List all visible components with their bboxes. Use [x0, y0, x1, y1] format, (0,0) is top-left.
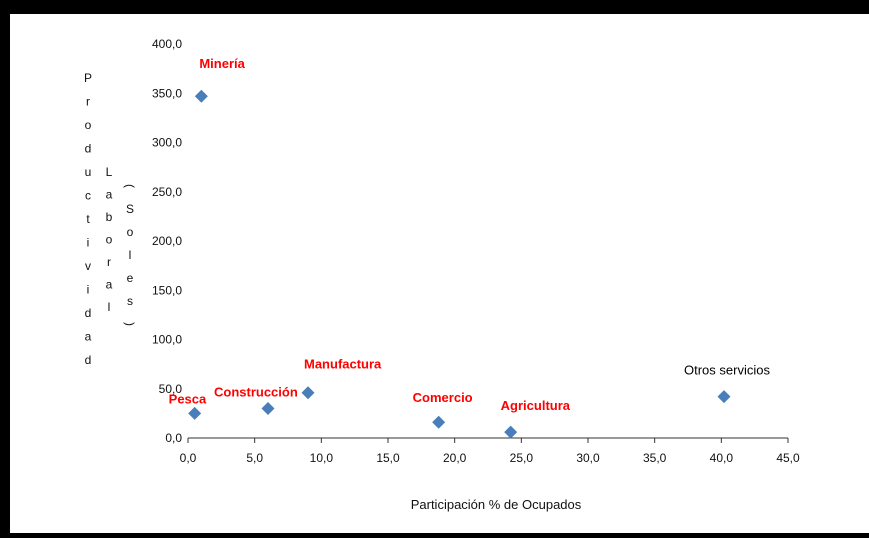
- x-tick-label: 20,0: [443, 451, 467, 465]
- data-point: [301, 386, 315, 400]
- x-tick-label: 45,0: [776, 451, 800, 465]
- point-label: Comercio: [413, 390, 473, 405]
- y-axis-label-outer-char: P: [84, 71, 92, 85]
- point-label: Otros servicios: [684, 363, 770, 378]
- x-tick-label: 35,0: [643, 451, 667, 465]
- y-tick-label: 250,0: [152, 185, 182, 199]
- y-axis-label-middle-char: r: [107, 255, 111, 269]
- x-tick-label: 25,0: [510, 451, 534, 465]
- y-axis-label-outer-char: i: [87, 236, 90, 250]
- y-axis-label-outer-char: t: [86, 212, 90, 226]
- y-tick-label: 200,0: [152, 234, 182, 248]
- point-label: Pesca: [169, 391, 207, 406]
- y-tick-label: 50,0: [159, 382, 183, 396]
- y-tick-label: 300,0: [152, 136, 182, 150]
- x-axis-label: Participación % de Ocupados: [411, 497, 582, 512]
- y-axis-label-middle-char: L: [106, 165, 113, 179]
- y-tick-label: 150,0: [152, 283, 182, 297]
- y-axis-label-inner-char: S: [126, 202, 134, 216]
- y-axis-label-outer-char: c: [85, 189, 91, 203]
- data-point: [188, 406, 202, 420]
- y-axis-label-inner-char: (: [123, 184, 137, 188]
- axes: [187, 437, 789, 443]
- y-axis-label-middle-char: b: [106, 210, 113, 224]
- y-tick-label: 100,0: [152, 333, 182, 347]
- corner-text: F: [0, 519, 7, 531]
- y-axis-label-outer-char: o: [85, 118, 92, 132]
- y-axis-label-outer-char: i: [87, 283, 90, 297]
- data-points: [188, 89, 731, 439]
- data-point: [717, 390, 731, 404]
- x-tick-label: 5,0: [246, 451, 263, 465]
- point-labels: Minería Pesca Construcción Manufactura Comer…: [169, 56, 771, 413]
- y-axis-label-outer-char: r: [86, 95, 90, 109]
- x-tick-label: 10,0: [310, 451, 334, 465]
- point-label: Construcción: [214, 384, 298, 399]
- data-point: [261, 401, 275, 415]
- data-point: [432, 415, 446, 429]
- y-axis-label-middle-char: a: [106, 278, 113, 292]
- y-tick-labels: 0,0 50,0 100,0 150,0 200,0 250,0 300,0 350,0 400…: [152, 37, 182, 445]
- data-point: [194, 89, 208, 103]
- y-tick-label: 0,0: [165, 431, 182, 445]
- y-axis-label-inner-char: l: [129, 248, 132, 262]
- y-axis-label-middle-char: a: [106, 188, 113, 202]
- y-axis-label-outer-char: d: [85, 142, 92, 156]
- y-tick-label: 350,0: [152, 86, 182, 100]
- y-axis-label-middle-char: o: [106, 233, 113, 247]
- y-axis-label-outer-char: v: [85, 259, 91, 273]
- x-tick-labels: 0,0 5,0 10,0 15,0 20,0 25,0 30,0 35,0 40,0 45,0: [180, 451, 800, 465]
- y-axis-label-inner-char: o: [127, 225, 134, 239]
- x-tick-label: 30,0: [576, 451, 600, 465]
- y-axis-label-outer-char: a: [85, 330, 92, 344]
- y-axis-label-outer-char: u: [85, 165, 92, 179]
- x-tick-label: 15,0: [376, 451, 400, 465]
- y-axis-label-inner-char: e: [127, 271, 134, 285]
- y-axis-label-middle-char: l: [108, 300, 111, 314]
- data-point: [504, 425, 518, 439]
- point-label: Agricultura: [501, 398, 571, 413]
- y-axis-label-inner-char: ): [123, 322, 137, 326]
- y-axis-label-outer-char: d: [85, 353, 92, 367]
- y-axis-label-outer-char: d: [85, 306, 92, 320]
- y-axis-label-inner-char: s: [127, 294, 133, 308]
- point-label: Manufactura: [304, 357, 382, 372]
- point-label: Minería: [199, 56, 245, 71]
- x-tick-label: 0,0: [180, 451, 197, 465]
- x-tick-label: 40,0: [710, 451, 734, 465]
- y-tick-label: 400,0: [152, 37, 182, 51]
